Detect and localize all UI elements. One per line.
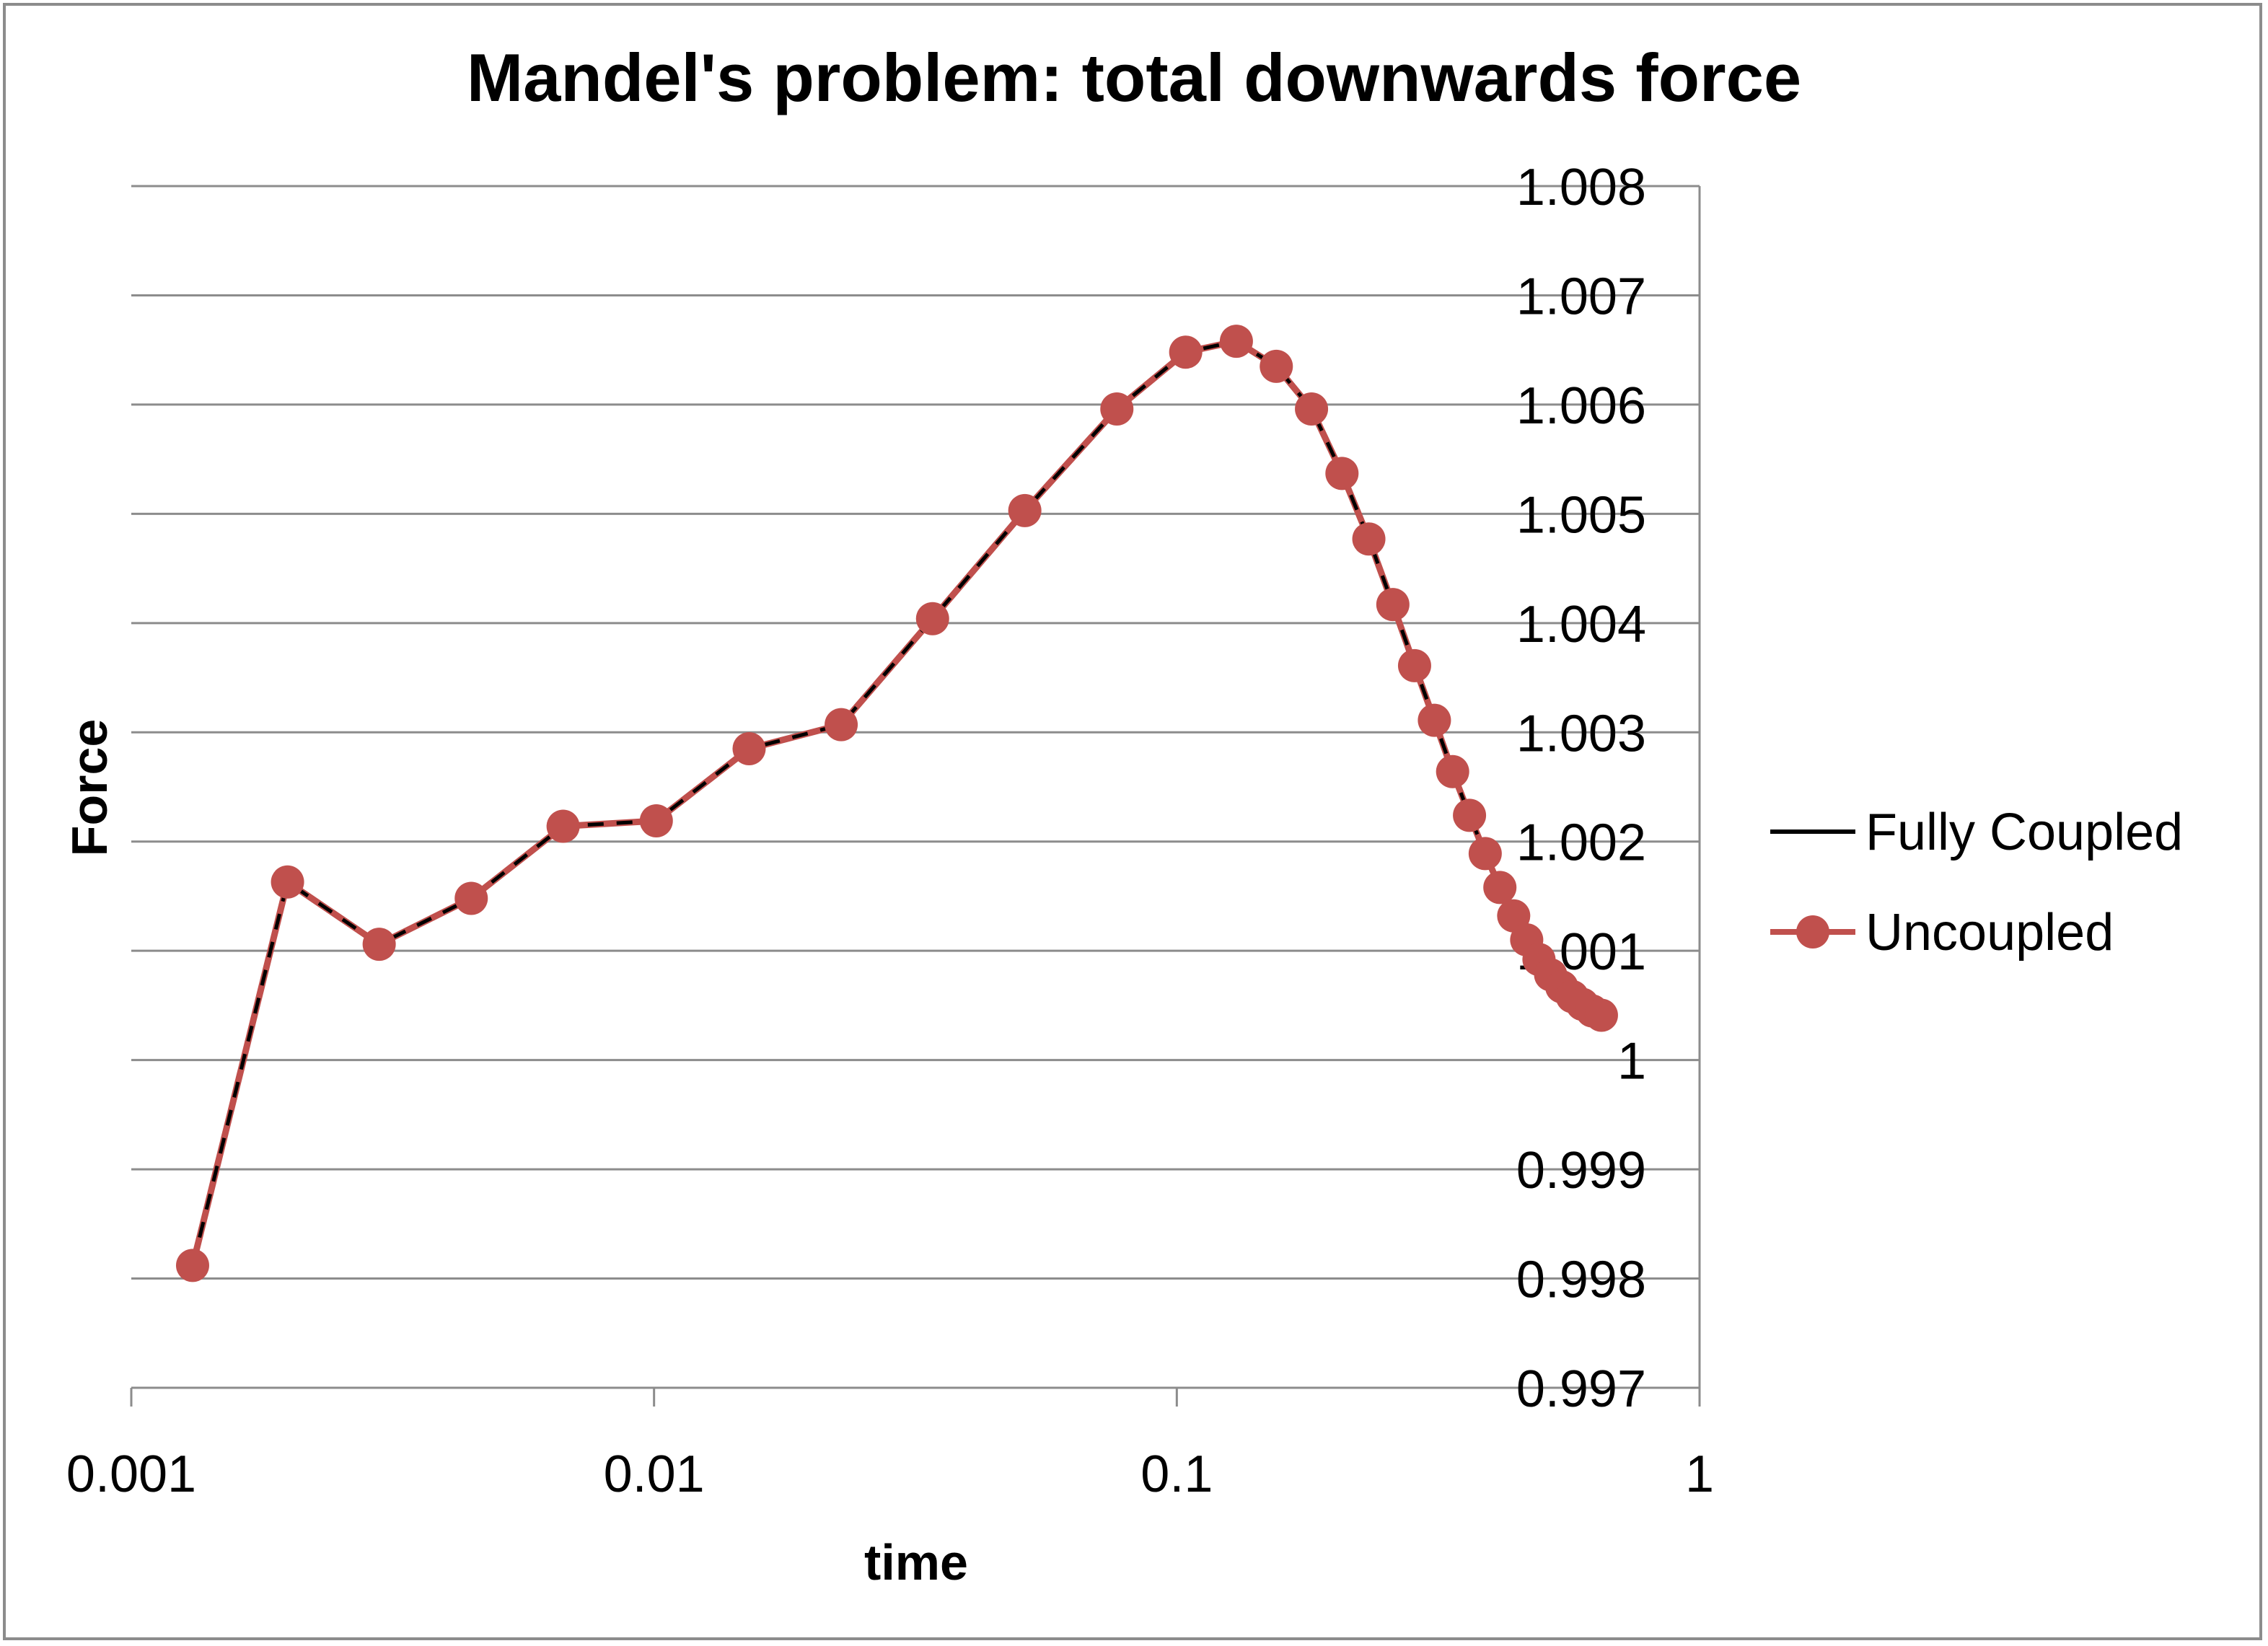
uncoupled-point	[1453, 798, 1487, 832]
uncoupled-point	[732, 731, 766, 765]
y-tick-labels: 1.0081.0071.0061.0051.0041.0031.0021.001…	[1516, 159, 1646, 1418]
uncoupled-point	[1100, 392, 1134, 426]
y-tick-label: 1.002	[1516, 814, 1646, 872]
y-tick-label: 1.005	[1516, 486, 1646, 544]
uncoupled-point	[1295, 392, 1329, 426]
uncoupled-point	[1325, 457, 1359, 490]
uncoupled-point	[362, 928, 396, 961]
series-fully-coupled-line	[190, 339, 1603, 1266]
uncoupled-point	[1418, 703, 1451, 737]
uncoupled-point	[1468, 837, 1502, 871]
uncoupled-point	[639, 804, 673, 837]
series	[175, 325, 1618, 1282]
uncoupled-point	[1008, 493, 1042, 527]
x-tick-label: 0.1	[1140, 1445, 1213, 1503]
uncoupled-point	[454, 881, 488, 915]
uncoupled-point	[1483, 871, 1517, 905]
legend-label-uncoupled: Uncoupled	[1865, 904, 2114, 961]
x-tick-labels: 0.001 0.01 0.1 1	[66, 1445, 1714, 1503]
legend: Fully Coupled Uncoupled	[1770, 804, 2183, 961]
y-tick-label: 0.998	[1516, 1251, 1646, 1309]
uncoupled-point	[1397, 648, 1431, 682]
uncoupled-point	[1436, 754, 1469, 788]
y-tick-label: 1.008	[1516, 159, 1646, 216]
uncoupled-point	[546, 809, 580, 843]
x-axis-title: time	[864, 1534, 968, 1590]
y-tick-label: 1.006	[1516, 377, 1646, 435]
legend-marker-uncoupled	[1796, 915, 1829, 949]
uncoupled-point	[1584, 998, 1618, 1032]
series-uncoupled-line	[189, 338, 1603, 1267]
chart-frame	[3, 3, 2262, 1640]
uncoupled-point	[175, 1249, 209, 1282]
uncoupled-point	[271, 865, 304, 899]
y-tick-label: 0.999	[1516, 1142, 1646, 1200]
axes	[130, 186, 1701, 1407]
uncoupled-point	[1352, 522, 1386, 556]
legend-label-fully-coupled: Fully Coupled	[1865, 804, 2183, 861]
uncoupled-point	[915, 602, 949, 635]
uncoupled-point	[825, 708, 858, 741]
y-tick-label: 0.997	[1516, 1360, 1646, 1418]
uncoupled-point	[1219, 325, 1253, 358]
x-tick-label: 0.01	[604, 1445, 705, 1503]
y-tick-label: 1.007	[1516, 268, 1646, 325]
x-tick-label: 0.001	[66, 1445, 196, 1503]
y-tick-label: 1.003	[1516, 705, 1646, 762]
y-tick-label: 1	[1617, 1033, 1646, 1091]
x-tick-label: 1	[1685, 1445, 1714, 1503]
y-tick-label: 1.004	[1516, 596, 1646, 653]
y-axis-title: Force	[61, 719, 118, 857]
uncoupled-point	[1260, 349, 1293, 383]
uncoupled-point	[1169, 335, 1203, 369]
gridlines	[131, 185, 1700, 1280]
chart-title: Mandel's problem: total downwards force	[467, 40, 1801, 115]
uncoupled-point	[1376, 588, 1410, 622]
